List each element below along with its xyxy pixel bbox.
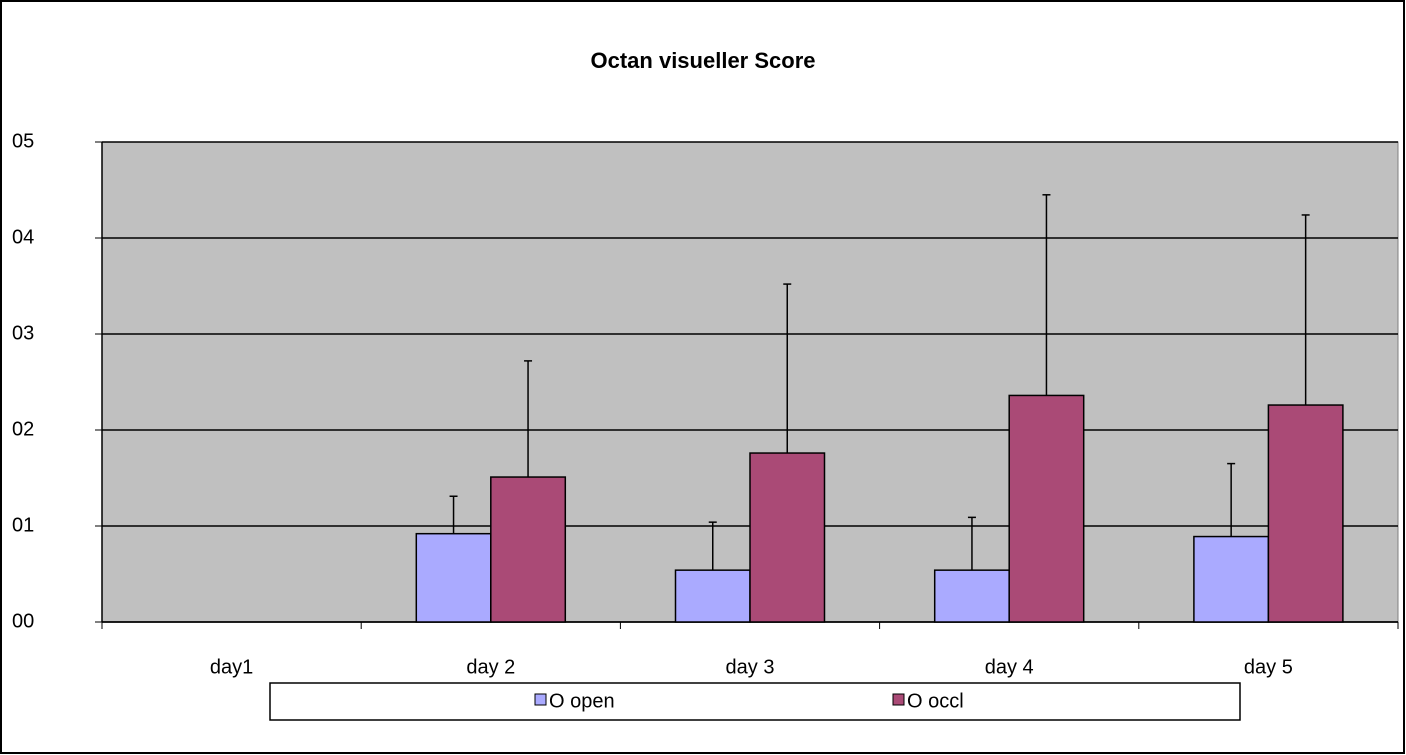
legend-box [269,682,1241,721]
bar [415,532,492,623]
legend-swatch [534,693,547,706]
bar [490,476,567,623]
legend-swatch [892,693,905,706]
bar [933,569,1010,623]
bar [749,452,826,623]
y-tick-label: 02 [12,418,34,440]
x-tick-label: day 4 [985,656,1034,678]
y-tick-label: 05 [12,130,34,152]
y-tick-label: 01 [12,514,34,536]
bar [1008,394,1085,623]
bar [1267,404,1344,623]
x-tick-label: day 2 [466,656,515,678]
y-tick-label: 04 [12,226,34,248]
y-tick-label: 03 [12,322,34,344]
legend-label: O open [549,690,615,712]
x-tick-label: day1 [210,656,253,678]
chart-title: Octan visueller Score [591,48,816,73]
bar [674,569,751,623]
legend-label: O occl [907,690,964,712]
bar [1193,535,1270,623]
y-tick-label: 00 [12,610,34,632]
x-tick-label: day 3 [726,656,775,678]
x-tick-label: day 5 [1244,656,1293,678]
